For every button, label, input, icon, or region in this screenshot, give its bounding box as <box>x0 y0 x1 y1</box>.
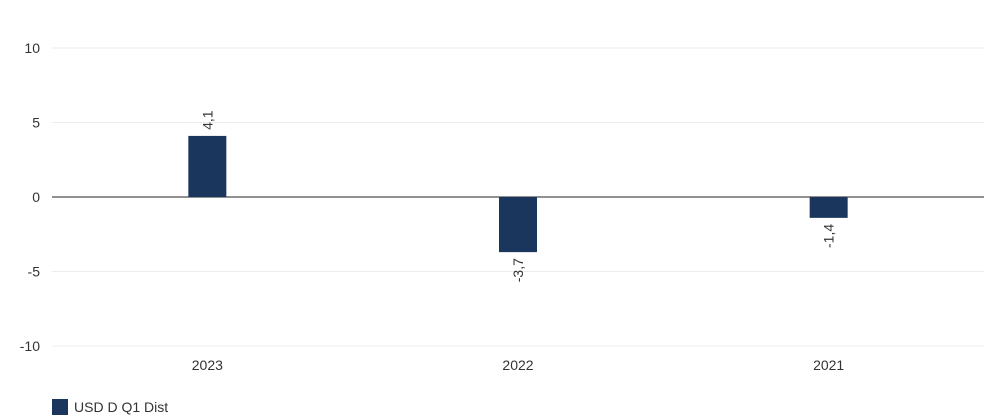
y-tick-label: -5 <box>28 264 41 280</box>
x-tick-label: 2022 <box>502 357 533 373</box>
data-label: -3,7 <box>510 258 526 282</box>
bar <box>188 135 227 197</box>
bar <box>499 197 537 253</box>
legend-swatch <box>52 399 68 415</box>
data-label: -1,4 <box>821 224 837 248</box>
x-tick-label: 2023 <box>192 357 223 373</box>
bar <box>809 197 848 218</box>
y-tick-label: 5 <box>32 115 40 131</box>
y-tick-label: -10 <box>20 338 40 354</box>
legend-label: USD D Q1 Dist <box>74 399 169 415</box>
data-label: 4,1 <box>199 110 215 130</box>
x-tick-label: 2021 <box>813 357 844 373</box>
y-tick-label: 10 <box>24 40 40 56</box>
y-tick-label: 0 <box>32 189 40 205</box>
legend: USD D Q1 Dist <box>52 399 168 415</box>
